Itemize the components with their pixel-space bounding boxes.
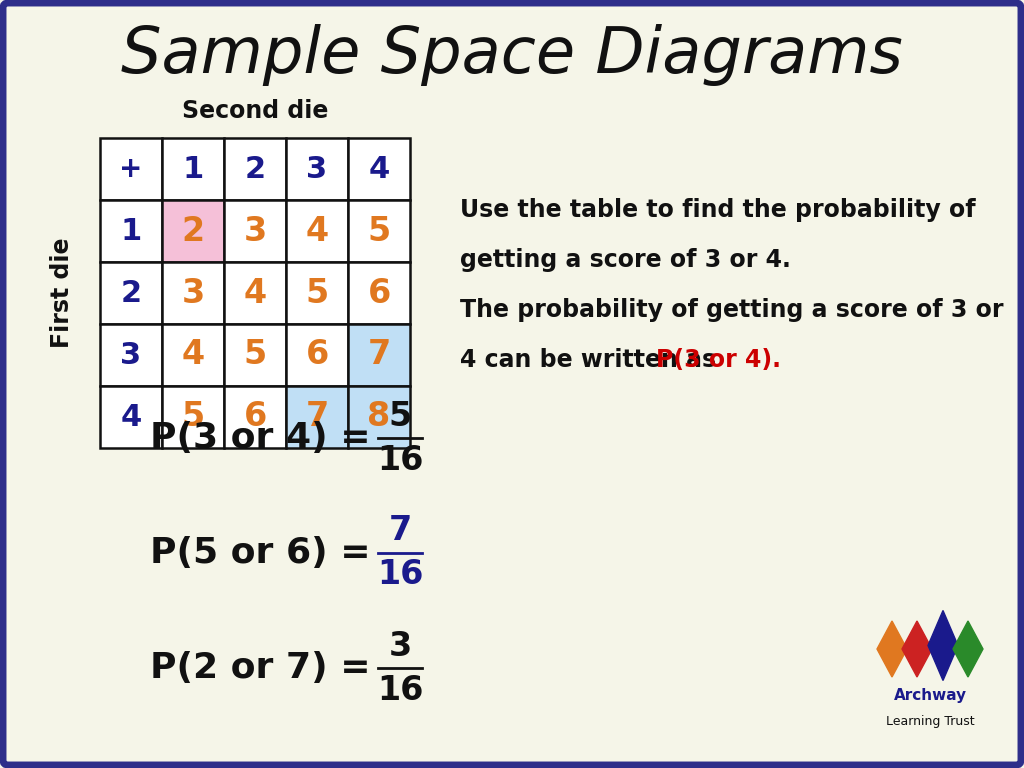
Text: 16: 16 xyxy=(377,674,423,707)
Text: 5: 5 xyxy=(244,339,266,372)
Text: 3: 3 xyxy=(388,630,412,663)
Text: P(3 or 4) =: P(3 or 4) = xyxy=(150,421,371,455)
Text: First die: First die xyxy=(50,238,74,348)
Text: 6: 6 xyxy=(305,339,329,372)
Bar xyxy=(286,324,348,386)
Bar xyxy=(162,262,224,324)
Bar xyxy=(100,138,162,200)
Bar xyxy=(348,262,410,324)
Text: The probability of getting a score of 3 or: The probability of getting a score of 3 … xyxy=(460,298,1004,322)
Text: 6: 6 xyxy=(368,276,390,310)
Text: 6: 6 xyxy=(244,400,266,433)
Text: 5: 5 xyxy=(181,400,205,433)
Text: Learning Trust: Learning Trust xyxy=(886,715,974,728)
Text: 5: 5 xyxy=(305,276,329,310)
Bar xyxy=(100,200,162,262)
Bar xyxy=(224,138,286,200)
Polygon shape xyxy=(928,611,958,680)
Polygon shape xyxy=(953,621,983,677)
Polygon shape xyxy=(902,621,932,677)
Bar xyxy=(286,138,348,200)
Bar xyxy=(100,386,162,448)
Bar xyxy=(100,324,162,386)
Bar xyxy=(224,386,286,448)
Text: 16: 16 xyxy=(377,443,423,476)
Text: P(5 or 6) =: P(5 or 6) = xyxy=(150,536,371,570)
Text: 4: 4 xyxy=(369,154,389,184)
Bar xyxy=(224,200,286,262)
Text: 8: 8 xyxy=(368,400,390,433)
Text: 1: 1 xyxy=(121,217,141,246)
Bar xyxy=(286,262,348,324)
Text: P(3 or 4).: P(3 or 4). xyxy=(656,348,781,372)
Bar xyxy=(162,200,224,262)
Text: 2: 2 xyxy=(121,279,141,307)
Bar xyxy=(100,262,162,324)
FancyBboxPatch shape xyxy=(3,3,1021,765)
Bar xyxy=(162,138,224,200)
Text: Archway: Archway xyxy=(893,688,967,703)
Bar xyxy=(286,200,348,262)
Bar xyxy=(286,386,348,448)
Text: P(2 or 7) =: P(2 or 7) = xyxy=(150,651,371,685)
Text: 4: 4 xyxy=(244,276,266,310)
Bar xyxy=(348,200,410,262)
Text: 7: 7 xyxy=(368,339,390,372)
Text: 3: 3 xyxy=(306,154,328,184)
Text: 7: 7 xyxy=(388,515,412,548)
Bar xyxy=(162,386,224,448)
Text: 2: 2 xyxy=(245,154,265,184)
Text: 2: 2 xyxy=(181,214,205,247)
Text: 5: 5 xyxy=(368,214,390,247)
Bar xyxy=(348,324,410,386)
Text: Sample Space Diagrams: Sample Space Diagrams xyxy=(121,24,903,86)
Text: 16: 16 xyxy=(377,558,423,591)
Text: 1: 1 xyxy=(182,154,204,184)
Text: 3: 3 xyxy=(181,276,205,310)
Text: Use the table to find the probability of: Use the table to find the probability of xyxy=(460,198,976,222)
Bar xyxy=(348,386,410,448)
Text: 4: 4 xyxy=(181,339,205,372)
Text: getting a score of 3 or 4.: getting a score of 3 or 4. xyxy=(460,248,791,272)
Bar xyxy=(162,324,224,386)
Text: 7: 7 xyxy=(305,400,329,433)
Bar xyxy=(224,324,286,386)
Text: 3: 3 xyxy=(244,214,266,247)
Bar xyxy=(348,138,410,200)
Text: 3: 3 xyxy=(121,340,141,369)
Text: 4 can be written as: 4 can be written as xyxy=(460,348,724,372)
Text: 5: 5 xyxy=(388,399,412,432)
Polygon shape xyxy=(877,621,907,677)
Text: 4: 4 xyxy=(121,402,141,432)
Text: +: + xyxy=(120,155,142,183)
Bar xyxy=(224,262,286,324)
Text: 4: 4 xyxy=(305,214,329,247)
Text: Second die: Second die xyxy=(182,99,328,123)
